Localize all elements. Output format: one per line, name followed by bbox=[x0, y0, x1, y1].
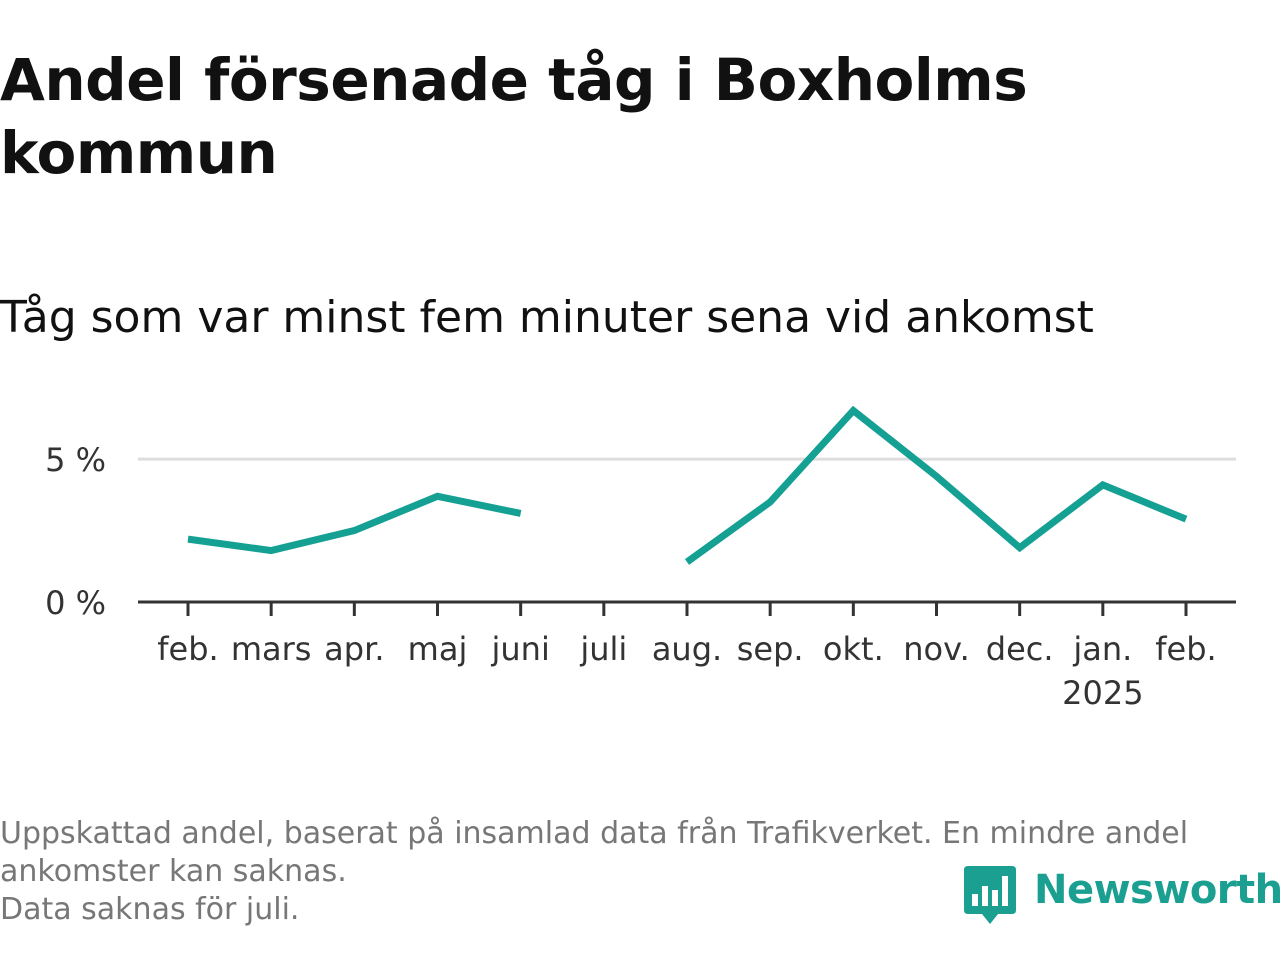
x-tick-sublabel: 2025 bbox=[1062, 674, 1143, 712]
line-chart: 0 % 5 % feb. mars apr. maj juni juli aug. sep. okt… bbox=[45, 405, 1236, 712]
x-tick-label: dec. bbox=[986, 630, 1054, 668]
footnote-line: Uppskattad andel, baserat på insamlad da… bbox=[0, 816, 1189, 851]
x-tick-label: mars bbox=[231, 630, 312, 668]
y-tick-label: 0 % bbox=[45, 584, 106, 622]
series-lines bbox=[187, 405, 1188, 565]
x-tick-label: feb. bbox=[1155, 630, 1216, 668]
newsworthy-logo-icon bbox=[964, 866, 1016, 924]
x-tick-label: maj bbox=[408, 630, 468, 668]
series-line bbox=[684, 405, 1188, 565]
x-tick-label: apr. bbox=[324, 630, 384, 668]
x-tick-label: sep. bbox=[737, 630, 804, 668]
x-tick-label: aug. bbox=[652, 630, 722, 668]
footnote-line: ankomster kan saknas. bbox=[0, 854, 347, 889]
x-tick-label: okt. bbox=[823, 630, 884, 668]
x-tick-label: nov. bbox=[903, 630, 969, 668]
tick-labels: 0 % 5 % feb. mars apr. maj juni juli aug. sep. okt… bbox=[45, 441, 1217, 712]
x-tick-label: juni bbox=[490, 630, 549, 668]
x-tick-label: jan. bbox=[1072, 630, 1132, 668]
x-tick-label: feb. bbox=[157, 630, 218, 668]
brand-name: Newsworthy bbox=[1034, 867, 1280, 913]
chart-title: Andel försenade tåg i Boxholms kommun bbox=[0, 46, 1028, 187]
footnote-line: Data saknas för juli. bbox=[0, 892, 300, 927]
x-axis bbox=[138, 600, 1236, 616]
x-tick-label: juli bbox=[579, 630, 627, 668]
chart-subtitle: Tåg som var minst fem minuter sena vid a… bbox=[0, 292, 1094, 343]
footnote: Uppskattad andel, baserat på insamlad da… bbox=[0, 815, 1270, 929]
series-line bbox=[187, 492, 522, 555]
y-tick-label: 5 % bbox=[45, 441, 106, 479]
